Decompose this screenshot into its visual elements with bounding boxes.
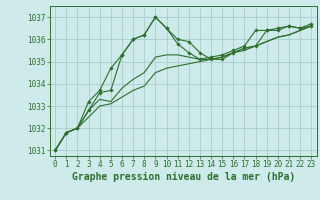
X-axis label: Graphe pression niveau de la mer (hPa): Graphe pression niveau de la mer (hPa) <box>72 172 295 182</box>
